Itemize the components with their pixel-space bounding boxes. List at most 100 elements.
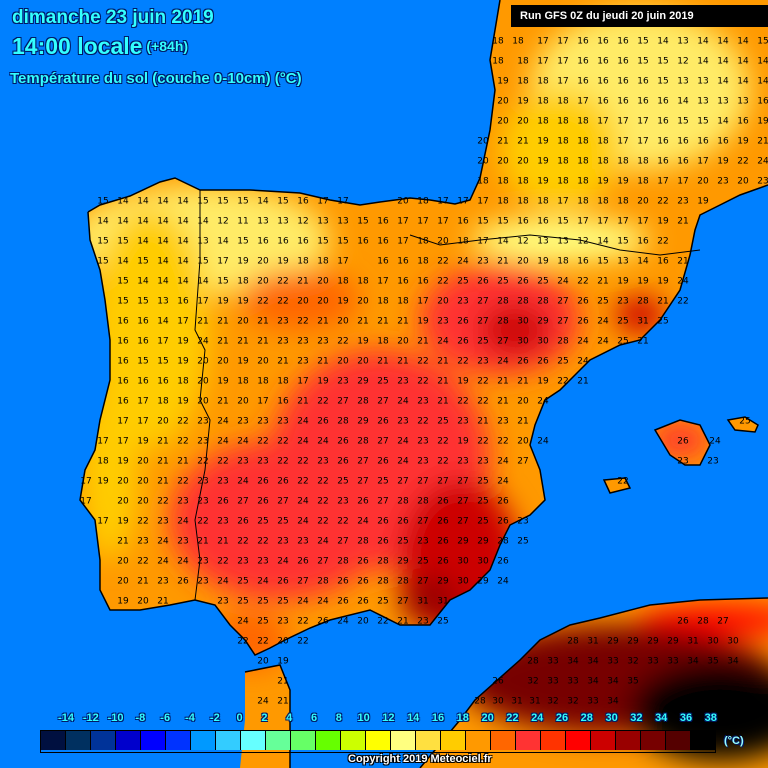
grid-value: 20 bbox=[297, 296, 309, 307]
grid-value: 23 bbox=[457, 416, 469, 427]
grid-value: 14 bbox=[137, 276, 149, 287]
grid-value: 22 bbox=[277, 456, 289, 467]
grid-value: 22 bbox=[417, 416, 429, 427]
grid-value: 14 bbox=[637, 256, 649, 267]
grid-value: 26 bbox=[377, 516, 389, 527]
grid-value: 22 bbox=[237, 636, 249, 647]
grid-value: 18 bbox=[237, 276, 249, 287]
grid-value: 26 bbox=[497, 556, 509, 567]
grid-value: 19 bbox=[177, 396, 189, 407]
grid-value: 20 bbox=[497, 156, 509, 167]
grid-value: 24 bbox=[397, 456, 409, 467]
grid-value: 15 bbox=[497, 216, 509, 227]
grid-value: 14 bbox=[197, 216, 209, 227]
grid-value: 26 bbox=[317, 416, 329, 427]
grid-value: 27 bbox=[297, 576, 309, 587]
grid-value: 17 bbox=[477, 196, 489, 207]
grid-value: 17 bbox=[337, 256, 349, 267]
grid-value: 22 bbox=[297, 636, 309, 647]
legend-tick: 0 bbox=[236, 712, 243, 724]
grid-value: 27 bbox=[357, 476, 369, 487]
grid-value: 21 bbox=[517, 136, 529, 147]
grid-value: 17 bbox=[137, 396, 149, 407]
grid-value: 22 bbox=[437, 456, 449, 467]
grid-value: 26 bbox=[297, 556, 309, 567]
legend-swatch bbox=[666, 731, 691, 750]
grid-value: 23 bbox=[277, 416, 289, 427]
grid-value: 15 bbox=[197, 196, 209, 207]
grid-value: 23 bbox=[197, 476, 209, 487]
legend-tick: 4 bbox=[286, 712, 293, 724]
grid-value: 17 bbox=[597, 116, 609, 127]
grid-value: 19 bbox=[357, 336, 369, 347]
grid-value: 12 bbox=[297, 216, 309, 227]
legend-tick: 36 bbox=[679, 712, 693, 724]
grid-value: 20 bbox=[437, 296, 449, 307]
legend-swatch bbox=[241, 731, 266, 750]
grid-value: 18 bbox=[597, 196, 609, 207]
grid-value: 21 bbox=[277, 696, 289, 707]
grid-value: 28 bbox=[397, 496, 409, 507]
grid-value: 27 bbox=[357, 456, 369, 467]
grid-value: 21 bbox=[197, 316, 209, 327]
grid-value: 20 bbox=[257, 276, 269, 287]
grid-value: 23 bbox=[417, 396, 429, 407]
grid-value: 28 bbox=[527, 656, 539, 667]
grid-value: 18 bbox=[577, 196, 589, 207]
grid-value: 13 bbox=[697, 96, 709, 107]
grid-value: 28 bbox=[357, 396, 369, 407]
grid-value: 16 bbox=[117, 376, 129, 387]
grid-value: 27 bbox=[717, 616, 729, 627]
grid-value: 19 bbox=[277, 256, 289, 267]
grid-value: 15 bbox=[217, 276, 229, 287]
grid-value: 17 bbox=[697, 156, 709, 167]
grid-value: 20 bbox=[137, 596, 149, 607]
grid-value: 18 bbox=[517, 76, 529, 87]
grid-value: 25 bbox=[257, 516, 269, 527]
grid-value: 23 bbox=[277, 616, 289, 627]
legend-tick: -8 bbox=[135, 712, 146, 724]
grid-value: 29 bbox=[357, 376, 369, 387]
grid-value: 25 bbox=[377, 596, 389, 607]
grid-value: 18 bbox=[237, 376, 249, 387]
grid-value: 15 bbox=[217, 196, 229, 207]
grid-value: 15 bbox=[757, 36, 768, 47]
grid-value: 27 bbox=[457, 516, 469, 527]
grid-value: 30 bbox=[477, 556, 489, 567]
grid-value: 21 bbox=[437, 356, 449, 367]
grid-value: 14 bbox=[757, 76, 768, 87]
legend-swatch bbox=[166, 731, 191, 750]
grid-value: 21 bbox=[377, 316, 389, 327]
grid-value: 23 bbox=[717, 176, 729, 187]
grid-value: 15 bbox=[657, 56, 669, 67]
grid-value: 21 bbox=[497, 376, 509, 387]
grid-value: 27 bbox=[337, 536, 349, 547]
grid-value: 31 bbox=[417, 596, 429, 607]
grid-value: 17 bbox=[617, 136, 629, 147]
grid-value: 23 bbox=[217, 476, 229, 487]
grid-value: 22 bbox=[257, 436, 269, 447]
grid-value: 14 bbox=[197, 276, 209, 287]
legend-swatch bbox=[391, 731, 416, 750]
grid-value: 23 bbox=[197, 416, 209, 427]
grid-value: 25 bbox=[397, 536, 409, 547]
grid-value: 26 bbox=[577, 296, 589, 307]
grid-value: 34 bbox=[607, 696, 619, 707]
grid-value: 27 bbox=[477, 296, 489, 307]
grid-value: 19 bbox=[237, 296, 249, 307]
grid-value: 25 bbox=[277, 516, 289, 527]
legend-swatch bbox=[691, 731, 715, 750]
grid-value: 17 bbox=[117, 436, 129, 447]
grid-value: 32 bbox=[527, 676, 539, 687]
grid-value: 19 bbox=[537, 256, 549, 267]
grid-value: 18 bbox=[617, 156, 629, 167]
grid-value: 14 bbox=[737, 56, 749, 67]
grid-value: 20 bbox=[497, 96, 509, 107]
grid-value: 19 bbox=[457, 376, 469, 387]
grid-value: 25 bbox=[417, 556, 429, 567]
grid-value: 21 bbox=[437, 396, 449, 407]
grid-value: 21 bbox=[637, 336, 649, 347]
grid-value: 33 bbox=[587, 696, 599, 707]
grid-value: 20 bbox=[697, 176, 709, 187]
grid-value: 19 bbox=[417, 316, 429, 327]
